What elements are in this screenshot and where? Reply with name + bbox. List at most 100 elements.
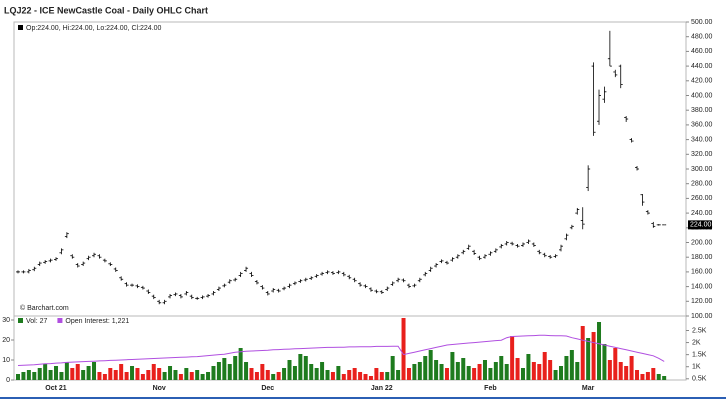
volume-bar — [499, 356, 504, 380]
y-tick-label: 140.00 — [691, 283, 713, 290]
volume-bar — [303, 356, 308, 380]
chart-title: LQJ22 - ICE NewCastle Coal - Daily OHLC … — [4, 5, 208, 15]
volume-bar — [216, 362, 221, 380]
volume-bar — [130, 366, 135, 380]
y-tick-label: 360.00 — [691, 122, 713, 129]
y2-tick-label: 2K — [692, 339, 701, 346]
volume-bar — [662, 376, 667, 380]
volume-bar — [276, 372, 281, 380]
volume-bar — [320, 362, 325, 380]
volume-bar — [450, 352, 455, 380]
y-tick-label: 240.00 — [691, 210, 713, 217]
volume-bar — [412, 364, 417, 380]
volume-bar — [70, 368, 75, 380]
volume-bar — [254, 372, 259, 380]
volume-bar — [423, 356, 428, 380]
volume-bar — [48, 370, 53, 380]
y-tick-label: 120.00 — [691, 298, 713, 305]
volume-bar — [515, 358, 520, 380]
y-tick-label: 500.00 — [691, 19, 713, 26]
volume-bar — [461, 358, 466, 380]
volume-bar — [635, 370, 640, 380]
volume-bar — [656, 374, 661, 380]
volume-bar — [488, 368, 493, 380]
volume-bar — [477, 364, 482, 380]
volume-bar — [64, 362, 69, 380]
volume-bar — [16, 374, 20, 380]
volume-bar — [222, 358, 227, 380]
y-tick-label: 200.00 — [691, 239, 713, 246]
legend-label: Open Interest: 1,221 — [65, 318, 129, 325]
volume-bar — [97, 372, 102, 380]
y2-tick-label: 1K — [692, 364, 701, 371]
volume-bar — [108, 368, 113, 380]
price-panel — [13, 21, 687, 317]
volume-bar — [396, 370, 401, 380]
volume-bar — [54, 366, 59, 380]
credit: © Barchart.com — [20, 304, 69, 312]
volume-bar — [135, 368, 140, 380]
volume-bar — [146, 370, 151, 380]
volume-bar — [607, 360, 612, 380]
volume-bar — [401, 318, 406, 380]
volume-bar — [385, 372, 390, 380]
volume-bar — [520, 368, 525, 380]
volume-bar — [580, 326, 585, 380]
y-tick-label: 380.00 — [691, 107, 713, 114]
legend-swatch — [18, 318, 23, 323]
y-tick-label: 180.00 — [691, 254, 713, 261]
y-tick-label: 100.00 — [691, 313, 713, 320]
volume-bar — [341, 374, 346, 380]
y-tick-label: 440.00 — [691, 63, 713, 70]
x-tick-label: Jan 22 — [371, 385, 393, 392]
volume-bar — [119, 364, 124, 380]
volume-bar — [151, 364, 156, 380]
x-tick-label: Mar — [582, 385, 595, 392]
legend-label: Vol: 27 — [26, 318, 48, 325]
volume-bar — [406, 368, 411, 380]
volume-bar — [510, 336, 515, 380]
volume-bar — [526, 354, 531, 380]
volume-bar — [439, 364, 444, 380]
volume-bar — [624, 366, 629, 380]
volume-bar — [211, 366, 216, 380]
volume-bar — [368, 376, 373, 380]
volume-bar — [455, 362, 460, 380]
volume-bar — [113, 370, 118, 380]
volume-bar — [569, 350, 574, 380]
volume-bar — [59, 372, 64, 380]
x-tick-label: Nov — [153, 385, 166, 392]
volume-bar — [81, 370, 86, 380]
y-tick-label: 320.00 — [691, 151, 713, 158]
volume-bar — [195, 370, 200, 380]
volume-bar — [32, 372, 37, 380]
volume-bar — [597, 322, 602, 380]
volume-bar — [178, 374, 183, 380]
volume-bar — [206, 372, 211, 380]
volume-bar — [537, 364, 542, 380]
volume-bar — [358, 372, 363, 380]
y2-tick-label: 0.5K — [692, 376, 707, 383]
volume-bar — [314, 368, 319, 380]
volume-bar — [189, 372, 194, 380]
volume-bar — [227, 364, 232, 380]
volume-bar — [466, 366, 471, 380]
open-interest-line — [17, 334, 665, 366]
legend-swatch — [57, 318, 63, 323]
volume-bar — [298, 354, 303, 380]
volume-bar — [444, 368, 449, 380]
volume-bar — [347, 370, 352, 380]
volume-bar — [352, 368, 357, 380]
volume-bar — [374, 368, 379, 380]
y-tick-label: 280.00 — [691, 181, 713, 188]
last-price-box — [688, 220, 712, 230]
volume-bar — [363, 374, 368, 380]
volume-bar — [417, 362, 422, 380]
y-tick-label: 420.00 — [691, 78, 713, 85]
volume-bar — [553, 370, 558, 380]
y-tick-label: 20 — [2, 337, 10, 344]
volume-bar — [309, 364, 314, 380]
volume-bar — [325, 370, 330, 380]
